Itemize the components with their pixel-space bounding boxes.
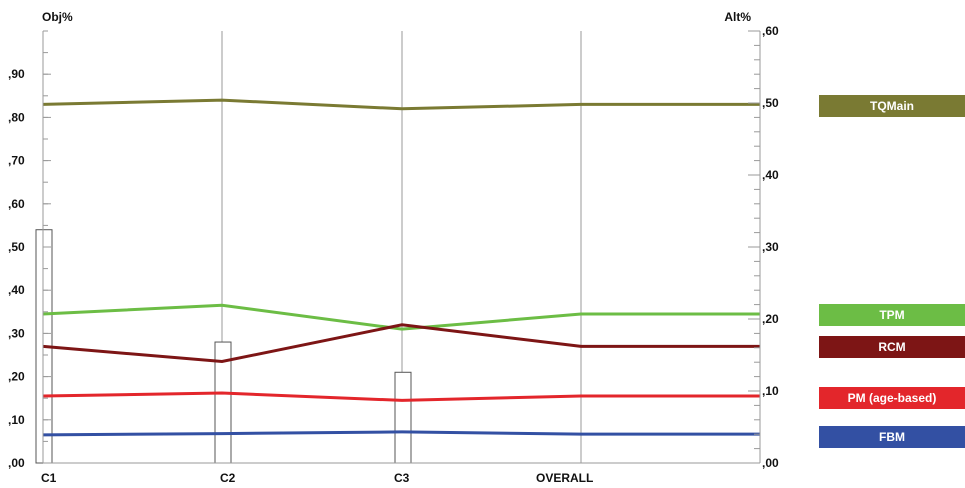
right-tick-label: ,60	[762, 24, 779, 38]
left-tick-label: ,50	[8, 240, 25, 254]
left-tick-label: ,30	[8, 326, 25, 340]
series-line	[42, 323, 760, 364]
x-tick-labels: C1 C2 C3 OVERALL	[41, 471, 593, 485]
series-line	[42, 391, 760, 402]
left-ticks: ,00 ,10 ,20 ,30 ,40 ,50 ,60 ,70 ,80 ,90	[8, 30, 51, 470]
left-tick-label: ,10	[8, 413, 25, 427]
bars	[35, 229, 412, 464]
right-tick-label: ,40	[762, 168, 779, 182]
legend-item: FBM	[819, 426, 965, 448]
right-axis-title: Alt%	[724, 10, 751, 24]
legend-item: TQMain	[819, 95, 965, 117]
x-tick-label: OVERALL	[536, 471, 593, 485]
bar	[394, 371, 412, 464]
left-tick-label: ,70	[8, 154, 25, 168]
x-tick-label: C1	[41, 471, 57, 485]
right-tick-label: ,10	[762, 384, 779, 398]
right-tick-label: ,30	[762, 240, 779, 254]
legend-item: PM (age-based)	[819, 387, 965, 409]
left-tick-label: ,40	[8, 283, 25, 297]
series-lines	[42, 98, 760, 437]
right-tick-label: ,50	[762, 96, 779, 110]
left-tick-label: ,60	[8, 197, 25, 211]
x-tick-label: C3	[394, 471, 410, 485]
left-axis-title: Obj%	[42, 10, 73, 24]
right-tick-label: ,00	[762, 456, 779, 470]
x-tick-label: C2	[220, 471, 236, 485]
series-line	[42, 430, 760, 437]
series-line	[42, 98, 760, 111]
left-tick-label: ,90	[8, 67, 25, 81]
series-line	[42, 303, 760, 331]
right-tick-label: ,20	[762, 312, 779, 326]
legend-item: TPM	[819, 304, 965, 326]
right-ticks: ,00 ,10 ,20 ,30 ,40 ,50 ,60	[748, 24, 779, 470]
left-tick-label: ,20	[8, 370, 25, 384]
legend-item: RCM	[819, 336, 965, 358]
left-tick-label: ,80	[8, 110, 25, 124]
left-tick-label: ,00	[8, 456, 25, 470]
